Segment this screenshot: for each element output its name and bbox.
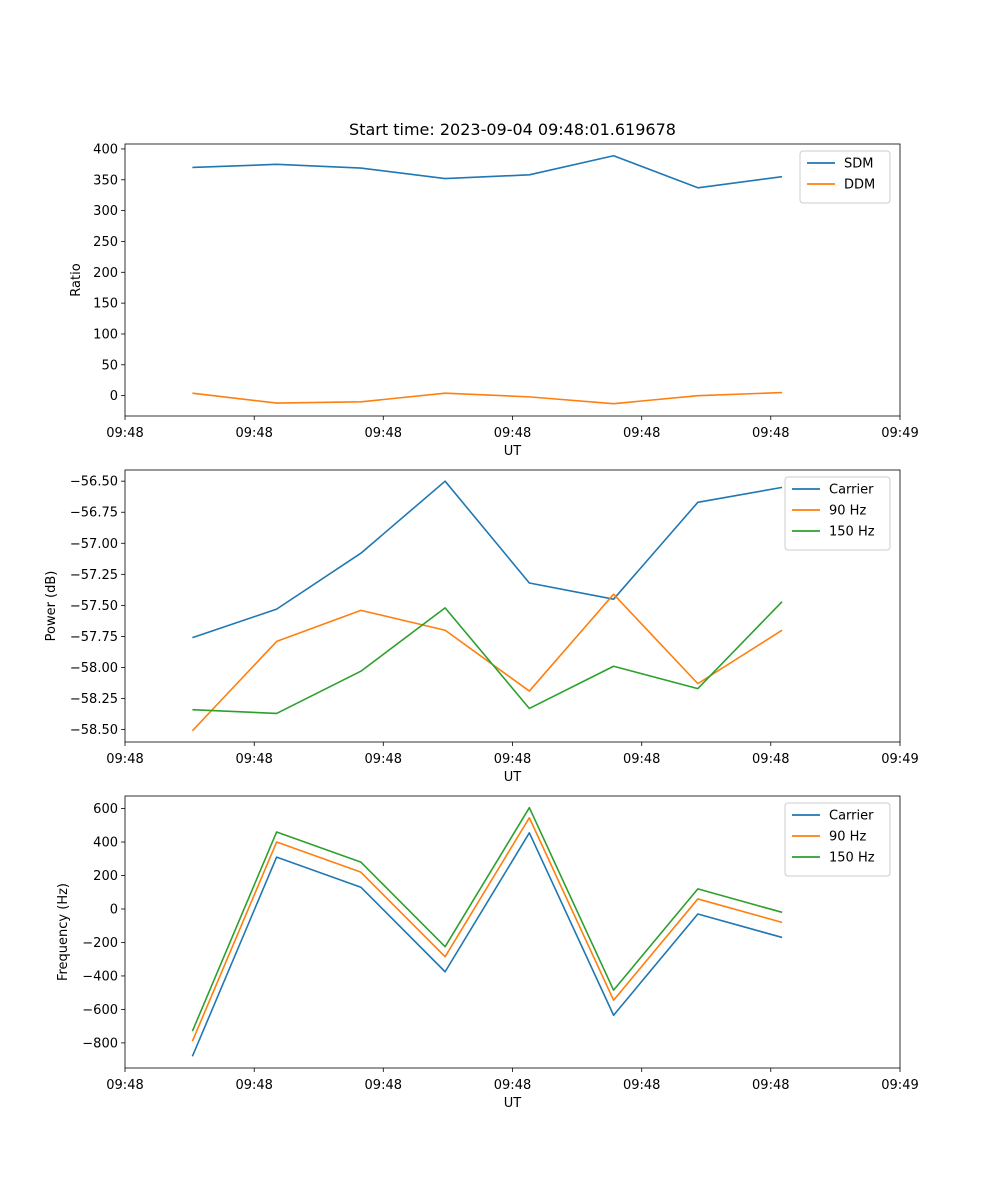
x-tick-label: 09:48 bbox=[365, 752, 402, 767]
x-tick-label: 09:48 bbox=[235, 752, 272, 767]
series-line-carrier bbox=[191, 832, 783, 1057]
legend-label-carrier: Carrier bbox=[829, 809, 874, 824]
axes-frame bbox=[124, 469, 901, 743]
legend-label-90-hz: 90 Hz bbox=[829, 504, 866, 519]
y-tick-label: 350 bbox=[93, 173, 118, 188]
legend-box bbox=[799, 150, 891, 204]
y-tick-label: −57.75 bbox=[70, 630, 118, 645]
x-tick-label: 09:48 bbox=[494, 1078, 531, 1093]
axes-frame bbox=[124, 795, 901, 1069]
series-line-90-hz bbox=[191, 593, 783, 732]
x-axis-label: UT bbox=[504, 1096, 522, 1111]
y-tick-label: 250 bbox=[93, 235, 118, 250]
y-tick-label: 200 bbox=[93, 266, 118, 281]
y-axis-label: Power (dB) bbox=[44, 571, 59, 642]
y-tick-label: −200 bbox=[82, 936, 118, 951]
y-tick-label: 400 bbox=[93, 836, 118, 851]
legend-label-150-hz: 150 Hz bbox=[829, 851, 875, 866]
y-tick-label: −57.25 bbox=[70, 568, 118, 583]
series-line-150-hz bbox=[191, 806, 783, 1032]
x-tick-label: 09:49 bbox=[881, 1078, 918, 1093]
x-tick-label: 09:48 bbox=[623, 752, 660, 767]
y-tick-label: 150 bbox=[93, 297, 118, 312]
subplot-power: −58.50 −58.25 −58.00 −57.75 −57.50 −57.25 −57.… bbox=[44, 469, 919, 785]
x-tick-label: 09:48 bbox=[494, 426, 531, 441]
series-line-carrier bbox=[192, 480, 783, 639]
chart-title: Start time: 2023-09-04 09:48:01.619678 bbox=[349, 120, 676, 139]
series-line-90-hz bbox=[191, 816, 783, 1042]
y-tick-label: 0 bbox=[110, 389, 118, 404]
legend-label-90-hz: 90 Hz bbox=[829, 830, 866, 845]
y-tick-label: −800 bbox=[82, 1036, 118, 1051]
y-tick-label: −58.50 bbox=[70, 723, 118, 738]
y-tick-label: −58.25 bbox=[70, 692, 118, 707]
subplot-ratio: 0 50 100 150 200 250 300 350 400 09:48 09:48 09:48 0… bbox=[69, 142, 919, 459]
y-tick-label: −600 bbox=[82, 1003, 118, 1018]
x-tick-label: 09:48 bbox=[106, 426, 143, 441]
x-tick-label: 09:48 bbox=[235, 1078, 272, 1093]
x-tick-label: 09:49 bbox=[881, 426, 918, 441]
y-tick-label: −58.00 bbox=[70, 661, 118, 676]
y-tick-label: 300 bbox=[93, 204, 118, 219]
x-tick-label: 09:48 bbox=[752, 426, 789, 441]
x-tick-label: 09:48 bbox=[623, 426, 660, 441]
x-tick-label: 09:48 bbox=[365, 1078, 402, 1093]
series-line-sdm bbox=[192, 154, 783, 189]
y-axis-label: Ratio bbox=[69, 263, 84, 296]
x-tick-label: 09:48 bbox=[106, 1078, 143, 1093]
y-tick-label: 0 bbox=[110, 902, 118, 917]
legend-label-carrier: Carrier bbox=[829, 483, 874, 498]
series-line-150-hz bbox=[192, 601, 783, 715]
y-tick-label: −56.50 bbox=[70, 475, 118, 490]
x-tick-label: 09:48 bbox=[365, 426, 402, 441]
series-line-ddm bbox=[192, 391, 783, 405]
y-tick-label: 400 bbox=[93, 142, 118, 157]
y-tick-label: 50 bbox=[101, 358, 118, 373]
y-tick-label: −400 bbox=[82, 969, 118, 984]
legend-label-150-hz: 150 Hz bbox=[829, 525, 875, 540]
x-tick-label: 09:48 bbox=[235, 426, 272, 441]
x-tick-label: 09:48 bbox=[623, 1078, 660, 1093]
y-tick-label: 200 bbox=[93, 869, 118, 884]
x-tick-label: 09:49 bbox=[881, 752, 918, 767]
x-axis-label: UT bbox=[504, 770, 522, 785]
y-tick-label: −56.75 bbox=[70, 506, 118, 521]
axes-frame bbox=[124, 143, 901, 417]
y-tick-label: −57.00 bbox=[70, 537, 118, 552]
x-tick-label: 09:48 bbox=[752, 752, 789, 767]
y-axis-label: Frequency (Hz) bbox=[56, 883, 71, 981]
legend-label-ddm: DDM bbox=[844, 178, 875, 193]
x-tick-label: 09:48 bbox=[494, 752, 531, 767]
y-tick-label: 100 bbox=[93, 327, 118, 342]
x-tick-label: 09:48 bbox=[106, 752, 143, 767]
subplot-frequency: −800 −600 −400 −200 0 200 400 600 09:48 09:48 09:4… bbox=[56, 795, 919, 1111]
y-tick-label: −57.50 bbox=[70, 599, 118, 614]
legend-label-sdm: SDM bbox=[844, 157, 873, 172]
y-tick-label: 600 bbox=[93, 802, 118, 817]
x-axis-label: UT bbox=[504, 444, 522, 459]
x-tick-label: 09:48 bbox=[752, 1078, 789, 1093]
